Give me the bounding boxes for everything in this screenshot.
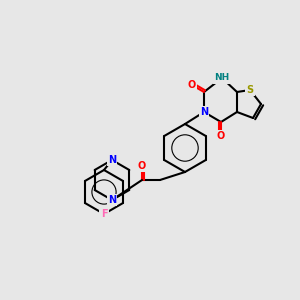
Text: NH: NH — [214, 74, 230, 82]
Text: N: N — [200, 107, 208, 117]
Text: N: N — [108, 155, 116, 165]
Text: N: N — [108, 195, 116, 205]
Text: O: O — [217, 131, 225, 141]
Text: S: S — [246, 85, 254, 95]
Text: F: F — [101, 209, 107, 219]
Text: O: O — [188, 80, 196, 90]
Text: O: O — [138, 161, 146, 171]
